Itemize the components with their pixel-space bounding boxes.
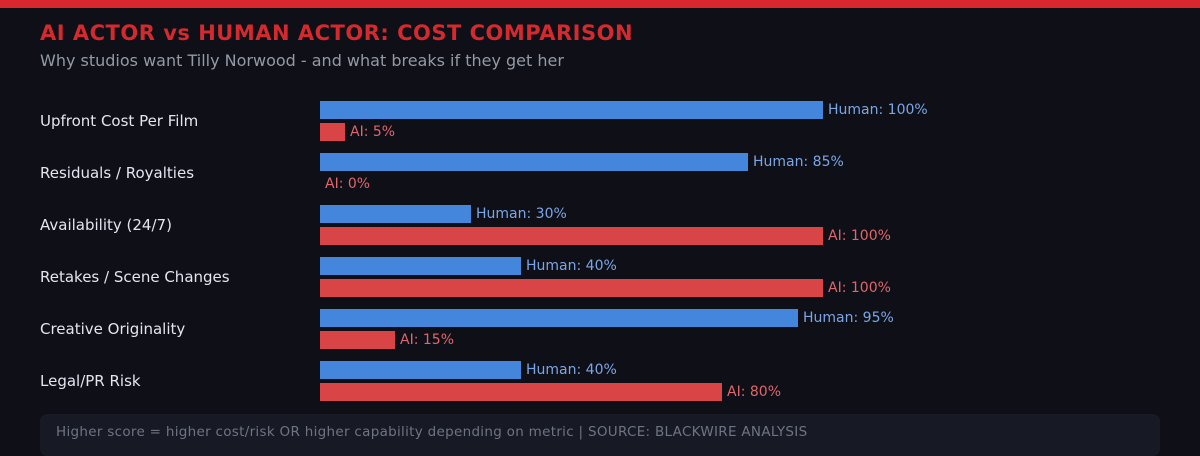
ai-bar-line: AI: 0% — [320, 175, 844, 193]
bar-group: Human: 40% AI: 100% — [320, 257, 891, 297]
ai-bar — [320, 123, 345, 141]
human-bar — [320, 361, 521, 379]
human-bar — [320, 101, 823, 119]
footer-note-box: Higher score = higher cost/risk OR highe… — [40, 414, 1160, 456]
ai-value-label: AI: 80% — [727, 384, 781, 400]
human-bar — [320, 257, 521, 275]
human-bar-line: Human: 100% — [320, 101, 928, 119]
human-bar-line: Human: 40% — [320, 361, 781, 379]
ai-value-label: AI: 15% — [400, 332, 454, 348]
chart-row: Legal/PR Risk Human: 40% AI: 80% — [40, 361, 1180, 401]
bar-group: Human: 40% AI: 80% — [320, 361, 781, 401]
ai-bar — [320, 279, 823, 297]
category-label: Retakes / Scene Changes — [40, 268, 230, 286]
human-bar — [320, 309, 798, 327]
ai-bar-line: AI: 100% — [320, 227, 891, 245]
chart-row: Creative Originality Human: 95% AI: 15% — [40, 309, 1180, 349]
top-accent-strip — [0, 0, 1200, 8]
human-value-label: Human: 95% — [803, 310, 894, 326]
ai-bar-line: AI: 15% — [320, 331, 894, 349]
chart-row: Retakes / Scene Changes Human: 40% AI: 100… — [40, 257, 1180, 297]
human-bar-line: Human: 30% — [320, 205, 891, 223]
bar-group: Human: 95% AI: 15% — [320, 309, 894, 349]
bar-group: Human: 30% AI: 100% — [320, 205, 891, 245]
page-title: AI ACTOR vs HUMAN ACTOR: COST COMPARISON — [40, 21, 634, 45]
human-bar-line: Human: 95% — [320, 309, 894, 327]
ai-bar-line: AI: 100% — [320, 279, 891, 297]
page-subtitle: Why studios want Tilly Norwood - and wha… — [40, 51, 564, 70]
bar-group: Human: 85% AI: 0% — [320, 153, 844, 193]
ai-value-label: AI: 100% — [828, 228, 891, 244]
human-bar-line: Human: 85% — [320, 153, 844, 171]
ai-bar — [320, 331, 395, 349]
human-value-label: Human: 40% — [526, 362, 617, 378]
ai-value-label: AI: 100% — [828, 280, 891, 296]
category-label: Legal/PR Risk — [40, 372, 141, 390]
footer-note: Higher score = higher cost/risk OR highe… — [56, 424, 808, 440]
category-label: Creative Originality — [40, 320, 186, 338]
chart-row: Availability (24/7) Human: 30% AI: 100% — [40, 205, 1180, 245]
bar-chart: Upfront Cost Per Film Human: 100% AI: 5% Re… — [40, 101, 1180, 413]
chart-row: Residuals / Royalties Human: 85% AI: 0% — [40, 153, 1180, 193]
ai-bar — [320, 383, 722, 401]
human-bar — [320, 205, 471, 223]
human-bar-line: Human: 40% — [320, 257, 891, 275]
category-label: Availability (24/7) — [40, 216, 172, 234]
bar-group: Human: 100% AI: 5% — [320, 101, 928, 141]
human-value-label: Human: 85% — [753, 154, 844, 170]
category-label: Upfront Cost Per Film — [40, 112, 199, 130]
ai-bar — [320, 227, 823, 245]
human-bar — [320, 153, 748, 171]
ai-value-label: AI: 5% — [350, 124, 396, 140]
category-label: Residuals / Royalties — [40, 164, 195, 182]
human-value-label: Human: 100% — [828, 102, 928, 118]
human-value-label: Human: 30% — [476, 206, 567, 222]
ai-bar-line: AI: 5% — [320, 123, 928, 141]
ai-value-label: AI: 0% — [325, 176, 371, 192]
ai-bar-line: AI: 80% — [320, 383, 781, 401]
human-value-label: Human: 40% — [526, 258, 617, 274]
chart-row: Upfront Cost Per Film Human: 100% AI: 5% — [40, 101, 1180, 141]
